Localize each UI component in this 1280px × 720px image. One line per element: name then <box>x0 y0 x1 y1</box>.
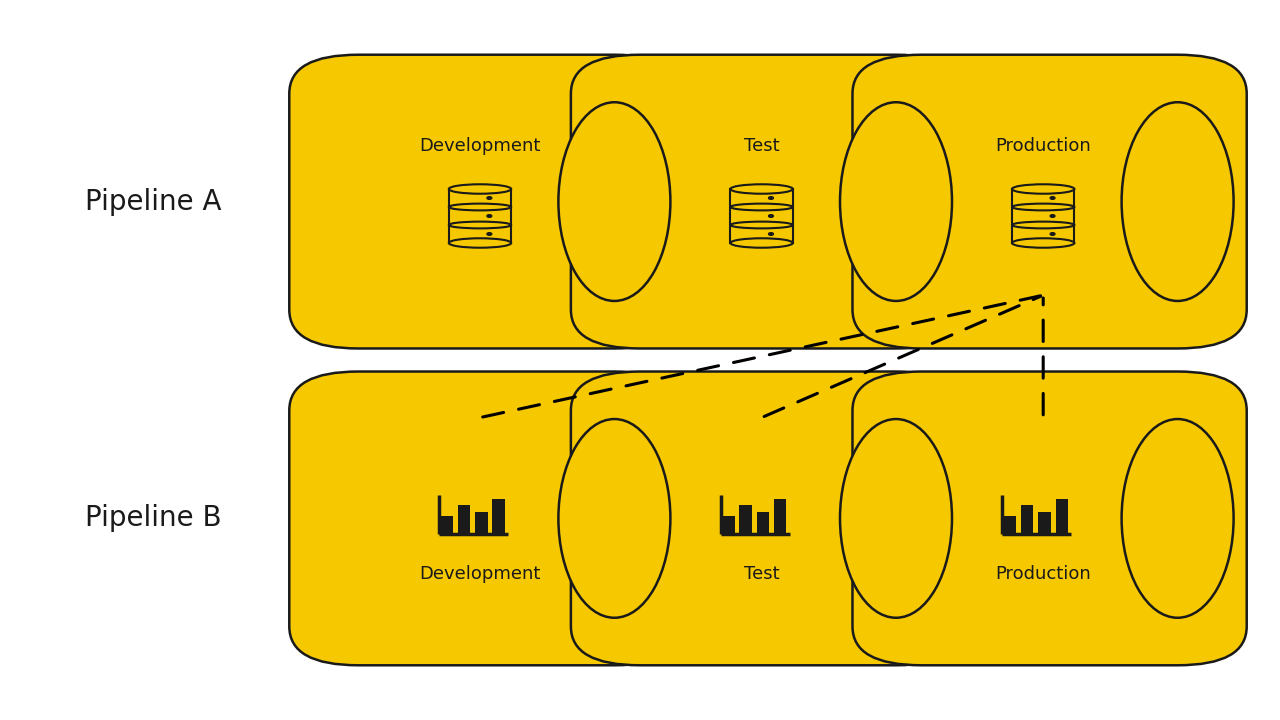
Bar <box>731 189 792 243</box>
Ellipse shape <box>840 102 952 301</box>
Ellipse shape <box>731 184 792 194</box>
Text: Development: Development <box>420 137 540 155</box>
Ellipse shape <box>1121 102 1234 301</box>
FancyBboxPatch shape <box>852 372 1247 665</box>
Ellipse shape <box>840 419 952 618</box>
Bar <box>458 505 470 534</box>
Text: Production: Production <box>996 565 1091 583</box>
Bar <box>1004 516 1016 534</box>
Circle shape <box>1050 233 1055 235</box>
Circle shape <box>486 233 492 235</box>
Bar <box>740 505 751 534</box>
Bar <box>756 513 769 534</box>
FancyBboxPatch shape <box>852 55 1247 348</box>
FancyBboxPatch shape <box>289 55 684 348</box>
Bar <box>1012 189 1074 243</box>
Ellipse shape <box>558 102 671 301</box>
Circle shape <box>486 197 492 199</box>
Bar <box>449 189 511 243</box>
Text: Pipeline B: Pipeline B <box>86 505 221 532</box>
Ellipse shape <box>731 222 792 228</box>
FancyBboxPatch shape <box>571 55 965 348</box>
Bar <box>1038 513 1051 534</box>
Ellipse shape <box>449 238 511 248</box>
Bar <box>440 516 453 534</box>
Ellipse shape <box>449 204 511 210</box>
FancyBboxPatch shape <box>571 372 965 665</box>
Ellipse shape <box>449 184 511 194</box>
Text: Test: Test <box>744 565 780 583</box>
Circle shape <box>768 215 773 217</box>
Circle shape <box>486 215 492 217</box>
Ellipse shape <box>731 238 792 248</box>
Bar <box>1021 505 1033 534</box>
Text: Pipeline A: Pipeline A <box>86 188 221 215</box>
Ellipse shape <box>1012 222 1074 228</box>
Bar <box>722 516 735 534</box>
Ellipse shape <box>1012 204 1074 210</box>
Ellipse shape <box>1012 238 1074 248</box>
Bar <box>475 513 488 534</box>
Circle shape <box>768 197 773 199</box>
Ellipse shape <box>558 419 671 618</box>
Ellipse shape <box>1121 419 1234 618</box>
Text: Test: Test <box>744 137 780 155</box>
FancyBboxPatch shape <box>289 372 684 665</box>
Bar <box>774 499 786 534</box>
Ellipse shape <box>731 204 792 210</box>
Ellipse shape <box>449 222 511 228</box>
Circle shape <box>768 233 773 235</box>
Bar <box>493 499 504 534</box>
Text: Production: Production <box>996 137 1091 155</box>
Circle shape <box>1050 215 1055 217</box>
Bar <box>1056 499 1068 534</box>
Ellipse shape <box>1012 184 1074 194</box>
Text: Development: Development <box>420 565 540 583</box>
Circle shape <box>1050 197 1055 199</box>
